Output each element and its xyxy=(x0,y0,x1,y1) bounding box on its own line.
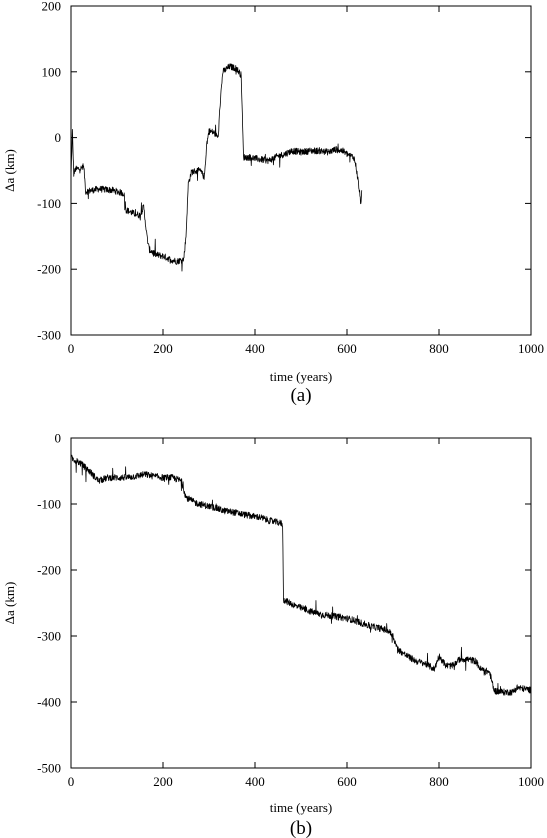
x-tick-label: 400 xyxy=(245,774,265,789)
x-tick-label: 600 xyxy=(337,774,357,789)
plot-frame xyxy=(70,437,532,769)
y-tick-label: -100 xyxy=(37,196,61,211)
x-tick-label: 0 xyxy=(68,774,75,789)
y-tick-label: -300 xyxy=(37,629,61,644)
panel-a: 0 200 400 600 800 1000 -300 -200 -100 0 100 200 time… xyxy=(2,0,544,406)
y-tick-label: 0 xyxy=(55,431,62,446)
x-axis-label: time (years) xyxy=(270,369,332,384)
y-tick-label: 0 xyxy=(55,130,62,145)
y-tick-label: -200 xyxy=(37,563,61,578)
plot-frame xyxy=(70,5,532,336)
y-tick-label: 100 xyxy=(42,64,62,79)
x-tick-label: 0 xyxy=(68,341,75,356)
y-tick-label: 200 xyxy=(42,0,62,14)
x-tick-label: 400 xyxy=(245,341,265,356)
y-axis-label: Δa (km) xyxy=(2,582,17,625)
y-tick-label: -500 xyxy=(37,761,61,776)
y-tick-label: -300 xyxy=(37,328,61,343)
y-tick-label: -200 xyxy=(37,262,61,277)
y-axis-label: Δa (km) xyxy=(2,149,17,192)
x-tick-label: 200 xyxy=(153,774,173,789)
y-tick-label: -100 xyxy=(37,497,61,512)
x-tick-label: 600 xyxy=(337,341,357,356)
y-tick-label: -400 xyxy=(37,695,61,710)
x-tick-label: 800 xyxy=(429,341,449,356)
series-line xyxy=(70,454,532,696)
x-axis-label: time (years) xyxy=(270,800,332,815)
panel-label: (a) xyxy=(290,385,311,406)
x-tick-label: 200 xyxy=(153,341,173,356)
x-tick-label: 1000 xyxy=(518,341,544,356)
panel-b: 0 200 400 600 800 1000 -500 -400 -300 -200 -100 0 ti… xyxy=(2,431,544,838)
x-tick-label: 1000 xyxy=(518,774,544,789)
panel-label: (b) xyxy=(290,818,312,838)
series-line xyxy=(70,63,363,272)
x-tick-label: 800 xyxy=(429,774,449,789)
